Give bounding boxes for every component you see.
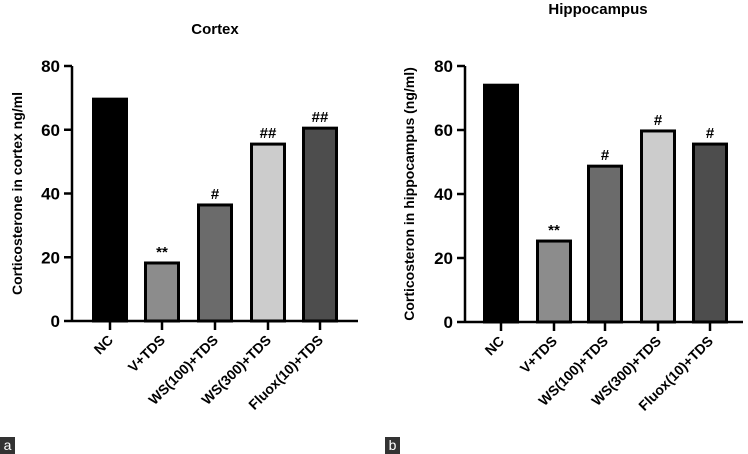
y-tick-label: 20 <box>434 249 453 268</box>
y-tick-label: 0 <box>444 313 453 332</box>
x-tick-label: NC <box>90 332 116 358</box>
bar-V+TDS <box>536 239 572 324</box>
y-axis-label: Corticosteron in hippocampus (ng/ml) <box>401 67 417 321</box>
significance-marker: ** <box>156 244 168 261</box>
x-tick-label: NC <box>481 333 507 359</box>
significance-marker: ## <box>312 109 329 126</box>
bar-NC <box>92 97 128 323</box>
chart-panel-b: Hippocampus Corticosteron in hippocampus … <box>401 1 743 414</box>
significance-marker: ## <box>260 125 277 142</box>
y-tick-label: 60 <box>41 121 60 140</box>
bar-NC <box>483 83 519 324</box>
y-tick-label: 20 <box>41 248 60 267</box>
panel-label-a: a <box>0 437 15 454</box>
x-tick-label: V+TDS <box>517 333 560 376</box>
significance-marker: ** <box>548 222 560 239</box>
y-tick-label: 40 <box>434 185 453 204</box>
bar-Fluox(10)+TDS <box>692 142 728 324</box>
bar-Fluox(10)+TDS <box>302 126 338 323</box>
significance-marker: # <box>211 186 220 203</box>
bar-WS(100)+TDS <box>587 164 623 324</box>
significance-marker: # <box>706 125 715 142</box>
bar-WS(300)+TDS <box>250 142 286 323</box>
y-axis-label: Corticosterone in cortex ng/ml <box>9 92 25 295</box>
y-tick-label: 0 <box>51 312 60 331</box>
panel-label-b: b <box>385 437 400 454</box>
bar-V+TDS <box>144 261 180 323</box>
chart-title: Hippocampus <box>548 1 647 18</box>
y-tick-label: 80 <box>434 57 453 76</box>
significance-marker: # <box>601 147 610 164</box>
chart-title: Cortex <box>191 21 239 38</box>
chart-panel-a: Cortex Corticosterone in cortex ng/ml NC **… <box>9 21 358 413</box>
bar-WS(300)+TDS <box>640 129 676 324</box>
y-tick-label: 40 <box>41 185 60 204</box>
x-tick-label: V+TDS <box>125 332 168 375</box>
y-tick-label: 60 <box>434 121 453 140</box>
bar-WS(100)+TDS <box>197 203 233 323</box>
significance-marker: # <box>654 112 663 129</box>
y-tick-label: 80 <box>41 57 60 76</box>
